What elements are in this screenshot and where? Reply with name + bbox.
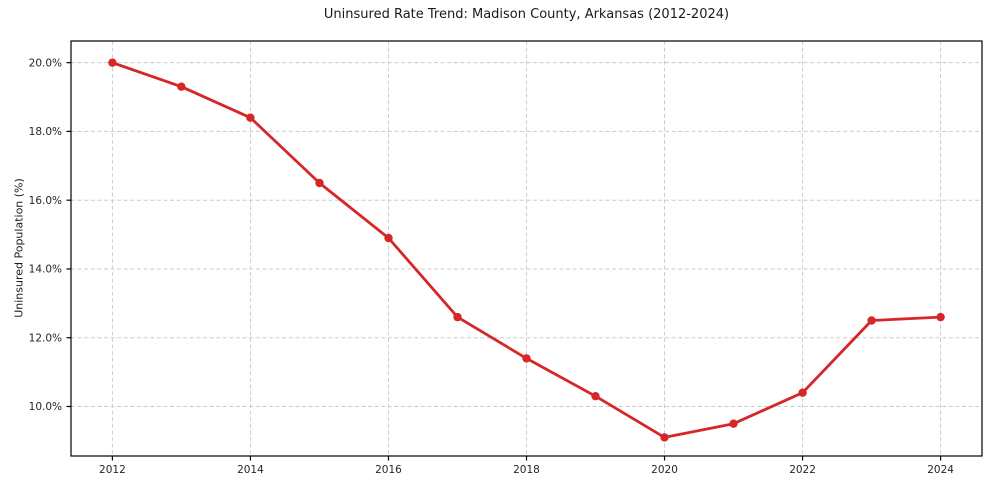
data-point-2017 bbox=[453, 312, 462, 322]
data-point-2019 bbox=[591, 392, 600, 401]
data-point-2022 bbox=[798, 388, 807, 397]
data-point-2016 bbox=[384, 233, 393, 243]
data-point-2018 bbox=[522, 354, 531, 363]
data-point-2021 bbox=[729, 419, 738, 428]
y-tick-label: 16.0% bbox=[29, 195, 62, 207]
x-tick-label: 2014 bbox=[237, 464, 264, 476]
data-point-2013 bbox=[177, 82, 186, 91]
data-point-2012 bbox=[108, 58, 117, 67]
x-tick-label: 2024 bbox=[927, 464, 954, 476]
x-tick-label: 2022 bbox=[789, 464, 816, 476]
x-tick-label: 2016 bbox=[375, 464, 402, 476]
y-tick-label: 10.0% bbox=[29, 401, 62, 413]
data-point-2014 bbox=[246, 113, 255, 122]
y-tick-label: 12.0% bbox=[29, 332, 62, 344]
y-tick-label: 20.0% bbox=[29, 57, 62, 69]
plot-frame bbox=[70, 40, 983, 457]
y-tick-label: 14.0% bbox=[29, 264, 62, 276]
chart-title: Uninsured Rate Trend: Madison County, Ar… bbox=[323, 7, 730, 22]
y-tick-label: 18.0% bbox=[29, 126, 62, 138]
data-point-2020 bbox=[660, 433, 669, 442]
x-tick-label: 2012 bbox=[99, 464, 126, 476]
data-point-2023 bbox=[867, 316, 876, 325]
data-point-2015 bbox=[315, 178, 324, 188]
data-point-2024 bbox=[936, 312, 945, 322]
x-tick-label: 2020 bbox=[651, 464, 678, 476]
x-tick-label: 2018 bbox=[513, 464, 540, 476]
